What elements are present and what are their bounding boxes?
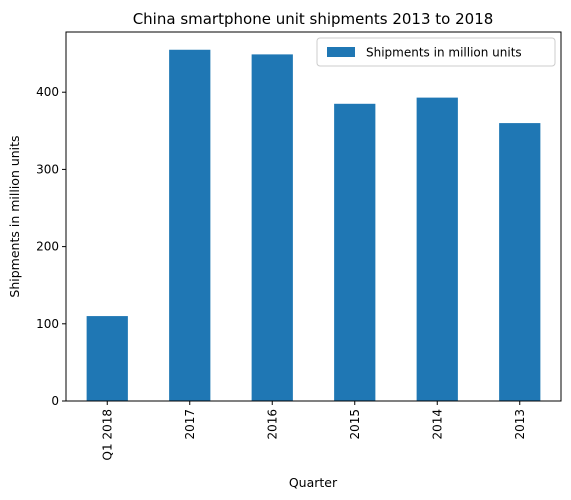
bar-q1-2018 [86, 316, 128, 401]
x-tick-label: 2017 [183, 409, 197, 440]
bar-2014 [416, 97, 458, 401]
x-tick-label: 2013 [513, 409, 527, 440]
y-tick-label: 200 [36, 240, 59, 254]
plot-frame [65, 31, 562, 402]
y-tick-label: 100 [36, 317, 59, 331]
legend-label: Shipments in million units [366, 46, 522, 60]
legend-box [316, 37, 556, 67]
y-tick-label: 0 [51, 394, 59, 408]
x-tick-label: Q1 2018 [100, 409, 114, 460]
x-axis-label: Quarter [289, 475, 338, 490]
y-axis-label: Shipments in million units [7, 135, 22, 297]
y-axis-ticks: 0 100 200 300 400 [36, 85, 66, 408]
bar-2016 [251, 54, 293, 402]
bar-2015 [334, 103, 376, 402]
bar-2013 [499, 123, 541, 402]
y-tick-label: 300 [36, 162, 59, 176]
x-axis-ticks: Q1 2018 2017 2016 2015 2014 2013 [100, 401, 527, 460]
legend: Shipments in million units [316, 37, 556, 67]
chart-title: China smartphone unit shipments 2013 to … [133, 10, 494, 28]
bars-group [86, 49, 541, 402]
bar-2017 [169, 49, 211, 402]
x-tick-label: 2016 [265, 409, 279, 440]
legend-swatch [327, 47, 355, 57]
x-tick-label: 2014 [430, 409, 444, 440]
x-tick-label: 2015 [348, 409, 362, 440]
y-tick-label: 400 [36, 85, 59, 99]
